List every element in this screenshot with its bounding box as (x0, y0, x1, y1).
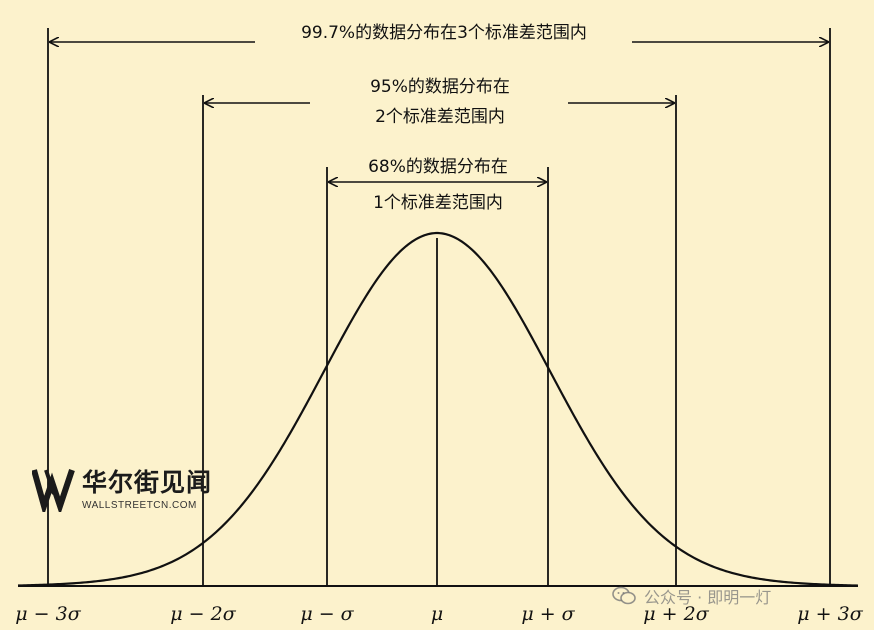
wechat-watermark: 公众号 · 即明一灯 (612, 584, 771, 608)
wechat-watermark-text: 公众号 · 即明一灯 (644, 588, 772, 607)
annotation-2sigma: 95%的数据分布在 2个标准差范围内 (330, 72, 550, 132)
annotation-3sigma-text: 99.7%的数据分布在3个标准差范围内 (301, 23, 587, 43)
tick-label-plus-2sigma: μ + 2σ (643, 603, 709, 625)
watermark-name: 华尔街见闻 (82, 467, 213, 497)
annotation-2sigma-line1: 95%的数据分布在 (370, 77, 510, 97)
annotation-2sigma-line2: 2个标准差范围内 (375, 107, 505, 127)
annotation-1sigma-line1: 68%的数据分布在 (368, 157, 508, 177)
watermark-domain: WALLSTREETCN.COM (82, 499, 197, 511)
bell-curve (17, 231, 859, 587)
tick-label-minus-1sigma: μ − σ (300, 603, 354, 625)
tick-label-plus-3sigma: μ + 3σ (797, 603, 863, 625)
tick-label-minus-3sigma: μ − 3σ (15, 603, 81, 625)
annotation-3sigma: 99.7%的数据分布在3个标准差范围内 (260, 18, 628, 48)
annotation-1sigma: 68%的数据分布在 1个标准差范围内 (330, 152, 546, 218)
tick-label-plus-1sigma: μ + σ (521, 603, 575, 625)
wechat-icon (612, 586, 636, 605)
wallstreetcn-watermark: 华尔街见闻 WALLSTREETCN.COM (32, 466, 212, 512)
wallstreetcn-logo-icon (32, 469, 75, 512)
tick-label-mean: μ (431, 603, 443, 625)
annotation-1sigma-line2: 1个标准差范围内 (373, 193, 503, 213)
tick-label-minus-2sigma: μ − 2σ (170, 603, 236, 625)
